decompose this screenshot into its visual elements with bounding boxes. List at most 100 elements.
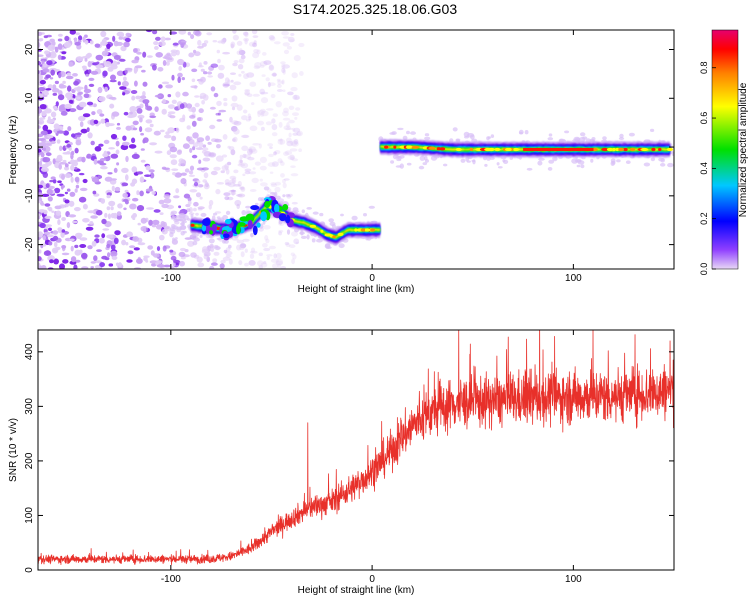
noise-point [199, 196, 203, 200]
noise-point [188, 170, 194, 175]
noise-point [131, 137, 136, 144]
noise-point [52, 105, 58, 109]
noise-point [282, 182, 287, 189]
noise-point [286, 122, 290, 129]
bottom-y-tick-label: 0 [24, 567, 35, 573]
noise-point [236, 50, 242, 56]
noise-point [237, 63, 244, 70]
noise-point [269, 36, 276, 42]
noise-point [267, 143, 274, 147]
noise-point [278, 121, 283, 128]
halo-point [325, 246, 332, 249]
noise-point [240, 186, 245, 191]
halo-point [299, 231, 305, 235]
noise-point [291, 141, 299, 147]
noise-point [290, 252, 295, 256]
direct-trace-peak [623, 147, 628, 152]
noise-point [243, 73, 249, 80]
noise-point [275, 260, 283, 266]
noise-point [158, 41, 166, 47]
noise-point [265, 77, 270, 82]
noise-point [291, 72, 298, 79]
noise-point [272, 263, 279, 269]
halo-point [257, 197, 263, 202]
noise-point [47, 84, 53, 89]
noise-point [182, 143, 190, 150]
noise-point [96, 109, 103, 115]
noise-point [57, 54, 62, 60]
noise-point [280, 161, 285, 166]
noise-point [210, 86, 216, 92]
noise-point [142, 81, 148, 87]
noise-point [38, 184, 44, 189]
halo-point [410, 131, 416, 135]
noise-point [129, 106, 137, 113]
top-x-tick-label: -100 [161, 273, 181, 284]
noise-point [82, 218, 90, 223]
noise-point [179, 103, 185, 110]
noise-point [237, 180, 242, 188]
noise-point [116, 211, 122, 217]
noise-point [54, 80, 60, 85]
noise-point [292, 132, 299, 136]
noise-point [215, 138, 219, 143]
halo-point [591, 137, 596, 141]
noise-point [64, 203, 69, 208]
noise-point [85, 53, 91, 59]
halo-point [628, 132, 635, 137]
noise-point [203, 172, 209, 179]
noise-point [61, 174, 65, 180]
noise-point [295, 107, 301, 111]
noise-point [122, 135, 127, 141]
bottom-y-tick-label: 100 [24, 507, 35, 524]
noise-point [134, 65, 143, 69]
noise-point [202, 157, 211, 162]
noise-point [63, 41, 72, 49]
direct-trace-peak [436, 147, 441, 151]
noise-point [285, 193, 290, 197]
noise-point [193, 30, 201, 36]
snr-series [38, 330, 674, 566]
noise-point [119, 86, 127, 90]
noise-point [279, 138, 283, 145]
noise-point [230, 79, 234, 83]
bottom-x-ticks: -100 0 100 [161, 330, 582, 585]
halo-point [245, 205, 251, 209]
halo-point [547, 167, 553, 171]
noise-point [266, 255, 270, 261]
noise-point [232, 136, 238, 143]
noise-point [79, 121, 84, 128]
noise-point [198, 108, 204, 114]
noise-point [284, 241, 290, 246]
noise-point [163, 264, 171, 268]
direct-trace-peak [405, 145, 414, 149]
halo-point [275, 195, 281, 200]
noise-point [59, 263, 65, 269]
noise-point [207, 141, 212, 145]
noise-point [99, 158, 107, 161]
noise-point [265, 121, 272, 126]
noise-point [113, 167, 118, 173]
halo-point [301, 209, 305, 214]
noise-point [124, 200, 129, 205]
halo-point [524, 130, 529, 135]
noise-point [287, 91, 294, 96]
halo-point [223, 239, 229, 244]
noise-point [288, 105, 295, 111]
noise-point [195, 192, 202, 198]
noise-point [53, 258, 59, 265]
noise-point [121, 182, 129, 187]
noise-point [202, 147, 209, 152]
noise-point [236, 104, 243, 111]
noise-point [94, 43, 101, 48]
halo-point [311, 238, 316, 243]
noise-point [228, 190, 237, 193]
noise-point [152, 30, 158, 35]
noise-point [170, 51, 177, 57]
noise-point [205, 135, 211, 141]
noise-point [258, 143, 262, 149]
noise-point [153, 41, 159, 46]
noise-point [81, 252, 88, 259]
noise-point [288, 119, 295, 124]
noise-point [261, 74, 266, 77]
